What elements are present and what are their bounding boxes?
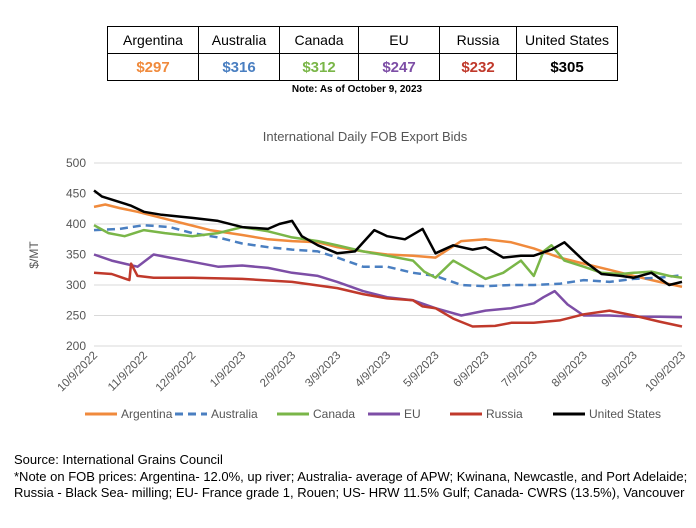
legend-label: Australia (211, 407, 258, 421)
legend-item-australia: Australia (175, 407, 258, 421)
x-tick-label: 3/9/2023 (303, 350, 343, 390)
header-canada: Canada (279, 26, 359, 54)
y-tick-label: 300 (66, 278, 86, 292)
x-tick-label: 6/9/2023 (451, 350, 491, 390)
y-tick-label: 450 (66, 187, 86, 201)
y-tick-label: 200 (66, 339, 86, 353)
series-line-united-states (93, 189, 683, 287)
x-tick-label: 2/9/2023 (258, 350, 298, 390)
price-table-value-row: $297 $316 $312 $247 $232 $305 (107, 53, 618, 81)
legend-label: EU (404, 407, 421, 421)
gridlines (94, 162, 682, 347)
y-tick-label: 400 (66, 217, 86, 231)
x-tick-label: 11/9/2022 (106, 350, 150, 394)
x-tick-label: 8/9/2023 (550, 350, 590, 390)
x-tick-label: 9/9/2023 (600, 350, 640, 390)
legend: Argentina Australia Canada EU Russia United S… (85, 407, 661, 421)
price-table-header-row: Argentina Australia Canada EU Russia Uni… (107, 26, 618, 54)
legend-item-united-states: United States (553, 407, 661, 421)
source-notes: Source: International Grains Council *No… (14, 452, 690, 502)
x-tick-label: 5/9/2023 (402, 350, 442, 390)
legend-item-argentina: Argentina (85, 407, 173, 421)
fob-chart: International Daily FOB Export Bids $/MT… (27, 129, 688, 421)
table-note: Note: As of October 9, 2023 (291, 84, 423, 95)
value-australia: $316 (198, 53, 280, 81)
value-canada: $312 (279, 53, 359, 81)
legend-item-canada: Canada (277, 407, 355, 421)
series-line-eu (93, 253, 683, 319)
y-tick-labels: 200 250 300 350 400 450 500 (66, 156, 86, 353)
series-lines (93, 189, 683, 328)
y-tick-label: 350 (66, 248, 86, 262)
legend-label: Russia (486, 407, 523, 421)
legend-label: United States (589, 407, 661, 421)
x-tick-label: 12/9/2022 (154, 350, 199, 395)
x-tick-label: 4/9/2023 (353, 350, 393, 390)
legend-label: Canada (313, 407, 355, 421)
x-tick-label: 10/9/2022 (55, 350, 100, 395)
legend-label: Argentina (121, 407, 173, 421)
y-tick-label: 500 (66, 156, 86, 170)
y-tick-label: 250 (66, 309, 86, 323)
value-eu: $247 (358, 53, 440, 81)
header-united-states: United States (516, 26, 618, 54)
header-eu: EU (358, 26, 440, 54)
fob-note: *Note on FOB prices: Argentina- 12.0%, u… (14, 468, 688, 501)
source-line: Source: International Grains Council (14, 452, 223, 467)
header-australia: Australia (198, 26, 280, 54)
series-line-australia (93, 223, 683, 288)
series-line-canada (93, 224, 683, 281)
header-argentina: Argentina (107, 26, 199, 54)
value-russia: $232 (439, 53, 517, 81)
value-united-states: $305 (516, 53, 618, 81)
x-tick-labels: 10/9/2022 11/9/2022 12/9/2022 1/9/2023 2/9/2… (55, 350, 688, 395)
x-tick-label: 10/9/2023 (643, 350, 688, 395)
legend-item-russia: Russia (450, 407, 523, 421)
series-line-russia (93, 262, 683, 328)
chart-title: International Daily FOB Export Bids (263, 129, 468, 144)
header-russia: Russia (439, 26, 517, 54)
legend-item-eu: EU (368, 407, 421, 421)
x-tick-label: 7/9/2023 (500, 350, 540, 390)
value-argentina: $297 (107, 53, 199, 81)
y-axis-label: $/MT (27, 241, 41, 269)
x-tick-label: 1/9/2023 (208, 350, 248, 390)
price-table: Argentina Australia Canada EU Russia Uni… (107, 26, 618, 81)
